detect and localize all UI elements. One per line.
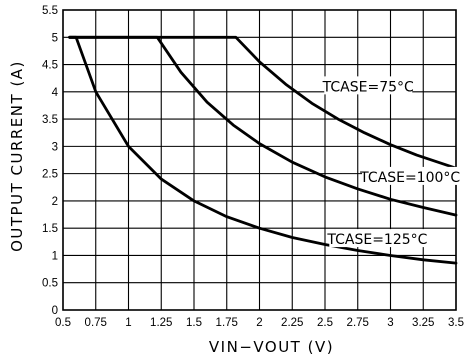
- annotations: TCASE=75°C TCASE=100°C TCASE=125°C: [322, 76, 460, 248]
- x-tick-label-11: 3.25: [412, 317, 434, 329]
- annotation-bg-0: [324, 76, 413, 95]
- y-tick-label-10: 5: [52, 32, 58, 44]
- x-tick-label-5: 1.75: [216, 317, 238, 329]
- annotation-label-2: TCASE=125°C: [326, 232, 427, 248]
- x-tick-label-12: 3.5: [448, 317, 464, 329]
- y-tick-label-11: 5.5: [42, 5, 58, 17]
- y-tick-label-8: 4: [52, 87, 59, 99]
- x-tick-labels: 0.5 0.75 1 1.25 1.5 1.75 2 2.25 2.5 2.75 3 3.25 3.5: [55, 317, 464, 329]
- series-line-0: [68, 35, 458, 170]
- annotation-label-1: TCASE=100°C: [359, 170, 460, 186]
- annotation-bg-2: [329, 229, 426, 248]
- y-tick-label-9: 4.5: [42, 60, 58, 72]
- x-tick-label-0: 0.5: [55, 317, 71, 329]
- y-tick-label-4: 2: [52, 196, 58, 208]
- y-tick-label-1: 0.5: [42, 278, 58, 290]
- curves: [68, 35, 458, 265]
- y-tick-label-3: 1.5: [42, 223, 58, 235]
- annotation-label-0: TCASE=75°C: [322, 79, 414, 95]
- x-tick-label-4: 1.5: [186, 317, 202, 329]
- x-tick-label-8: 2.5: [317, 317, 333, 329]
- x-tick-label-9: 2.75: [347, 317, 369, 329]
- x-tick-label-3: 1.25: [150, 317, 172, 329]
- y-tick-label-7: 3.5: [42, 114, 58, 126]
- x-axis-title: VIN−VOUT (V): [209, 338, 334, 356]
- series-line-1: [68, 35, 458, 217]
- x-tick-label-2: 1: [125, 317, 131, 329]
- y-tick-label-6: 3: [52, 141, 58, 153]
- plot-frame: [62, 9, 457, 311]
- y-tick-labels: 0 0.5 1 1.5 2 2.5 3 3.5 4 4.5 5 5.5: [42, 5, 59, 317]
- y-tick-label-0: 0: [52, 305, 58, 317]
- x-tick-label-6: 2: [256, 317, 262, 329]
- x-tick-label-7: 2.25: [281, 317, 303, 329]
- y-axis-title: OUTPUT CURRENT (A): [8, 60, 26, 252]
- annotation-bg-1: [362, 166, 459, 185]
- series-line-2: [68, 35, 458, 265]
- y-tick-label-5: 2.5: [42, 169, 58, 181]
- grid: [62, 9, 457, 311]
- x-tick-label-10: 3: [387, 317, 393, 329]
- y-tick-label-2: 1: [52, 250, 58, 262]
- x-tick-label-1: 0.75: [85, 317, 107, 329]
